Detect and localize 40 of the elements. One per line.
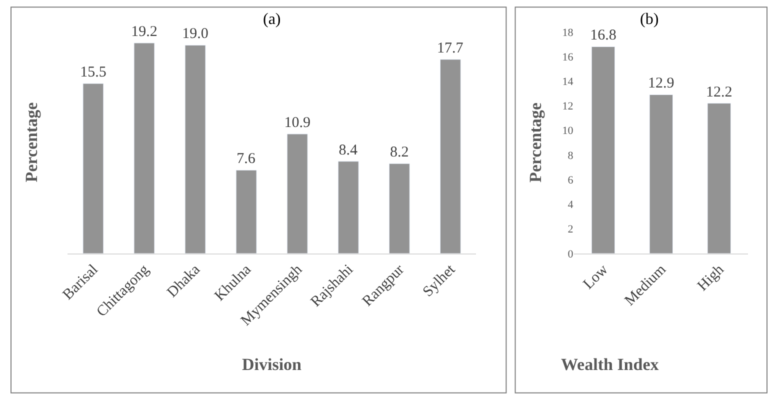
y-tick-label: 2 [568, 224, 574, 236]
bar [236, 170, 257, 254]
bar [338, 161, 359, 254]
bar [286, 134, 308, 254]
data-label: 17.7 [437, 40, 464, 56]
y-axis-title: Percentage [526, 102, 546, 183]
bar [591, 46, 616, 254]
data-label: 8.4 [338, 142, 358, 158]
x-tick-label: Low [580, 262, 612, 293]
data-label: 16.8 [590, 28, 616, 44]
bar [440, 59, 461, 254]
data-label: 19.0 [182, 26, 208, 42]
bar [184, 44, 206, 254]
y-tick-label: 14 [562, 76, 574, 88]
bar [388, 163, 410, 254]
chart-title: (b) [640, 11, 659, 28]
data-label: 15.5 [80, 64, 106, 81]
y-tick-label: 10 [562, 125, 574, 138]
x-axis-title: Division [242, 355, 302, 374]
y-tick-label: 16 [562, 51, 574, 64]
y-tick-label: 6 [568, 174, 574, 186]
y-tick-label: 12 [562, 100, 574, 113]
y-tick-label: 18 [562, 26, 574, 39]
y-tick-label: 4 [568, 199, 574, 212]
data-label: 12.9 [648, 76, 674, 92]
y-tick-label: 0 [568, 248, 574, 260]
bar [707, 103, 731, 254]
bar [82, 83, 104, 254]
x-tick-label: High [694, 261, 728, 294]
y-axis-title: Percentage [22, 102, 41, 182]
bar [649, 94, 673, 254]
y-tick-label: 8 [568, 150, 574, 162]
data-label: 12.2 [706, 84, 732, 100]
data-label: 7.6 [236, 151, 256, 168]
data-label: 19.2 [131, 24, 158, 40]
chart-title: (a) [263, 11, 281, 28]
x-axis-title: Wealth Index [561, 355, 660, 374]
data-label: 10.9 [284, 114, 310, 131]
bar [134, 42, 155, 254]
data-label: 8.2 [390, 144, 409, 161]
